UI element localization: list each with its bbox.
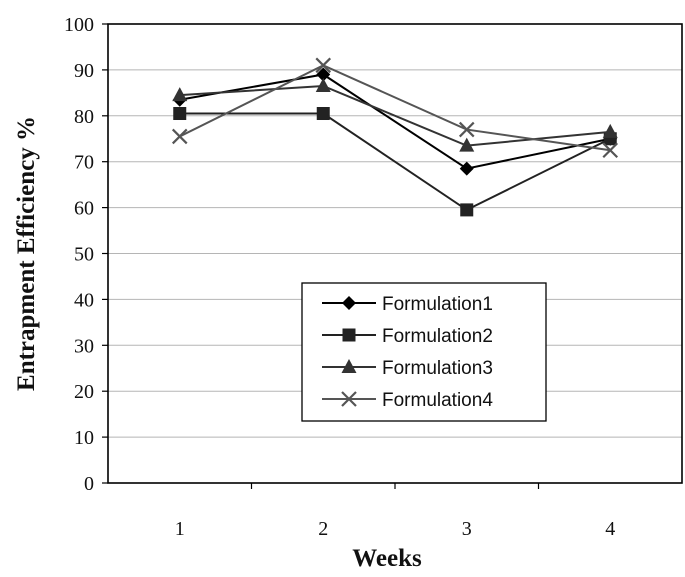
y-tick-label: 100 [64, 14, 94, 36]
y-tick-label: 20 [74, 381, 94, 403]
data-point [316, 67, 331, 82]
data-point [460, 203, 474, 217]
data-point [459, 161, 474, 176]
y-tick-label: 80 [74, 106, 94, 128]
data-point [602, 123, 618, 138]
y-tick-label: 90 [74, 60, 94, 82]
y-tick-label: 10 [74, 427, 94, 449]
series-line [179, 64, 611, 152]
series-2 [173, 107, 617, 217]
x-tick-label: 2 [318, 518, 328, 540]
y-tick-label: 0 [84, 473, 94, 495]
data-point [316, 107, 330, 121]
series-lines [171, 57, 619, 217]
data-point [602, 142, 619, 159]
y-axis-ticks: 0 10 20 30 40 50 60 70 80 90 100 [64, 14, 108, 495]
legend-marker [342, 296, 356, 310]
x-tick-label: 3 [462, 518, 472, 540]
y-tick-label: 70 [74, 152, 94, 174]
series-line [179, 84, 611, 147]
gridlines [108, 69, 682, 438]
y-tick-label: 50 [74, 244, 94, 266]
y-tick-label: 30 [74, 335, 94, 357]
series-3 [172, 77, 618, 152]
legend-entry: Formulation2 [322, 326, 493, 347]
data-point [171, 128, 188, 145]
legend: Formulation1 Formulation2 Formulation3 Form… [301, 282, 547, 422]
data-point [459, 137, 475, 152]
legend-marker [341, 391, 357, 407]
legend-entry: Formulation1 [322, 294, 493, 315]
series-4 [171, 57, 619, 159]
legend-label: Formulation4 [382, 390, 493, 411]
x-tick-label: 1 [175, 518, 185, 540]
legend-marker [342, 328, 356, 342]
y-tick-label: 60 [74, 198, 94, 220]
data-point [315, 57, 332, 74]
data-point [458, 121, 475, 138]
x-axis-ticks: 1 2 3 4 [175, 483, 615, 540]
data-point [315, 77, 331, 92]
legend-entry: Formulation4 [322, 390, 493, 411]
legend-marker [341, 359, 357, 373]
data-point [172, 87, 188, 102]
x-tick-label: 4 [605, 518, 615, 540]
y-axis-title: Entrapment Efficiency % [13, 116, 40, 391]
legend-label: Formulation1 [382, 294, 493, 315]
series-line [179, 112, 611, 212]
y-tick-label: 40 [74, 289, 94, 311]
legend-entry: Formulation3 [322, 358, 493, 379]
data-point [173, 107, 187, 121]
legend-label: Formulation3 [382, 358, 493, 379]
series-1 [172, 67, 618, 176]
series-line [179, 73, 611, 170]
legend-label: Formulation2 [382, 326, 493, 347]
x-axis-title: Weeks [352, 545, 422, 572]
